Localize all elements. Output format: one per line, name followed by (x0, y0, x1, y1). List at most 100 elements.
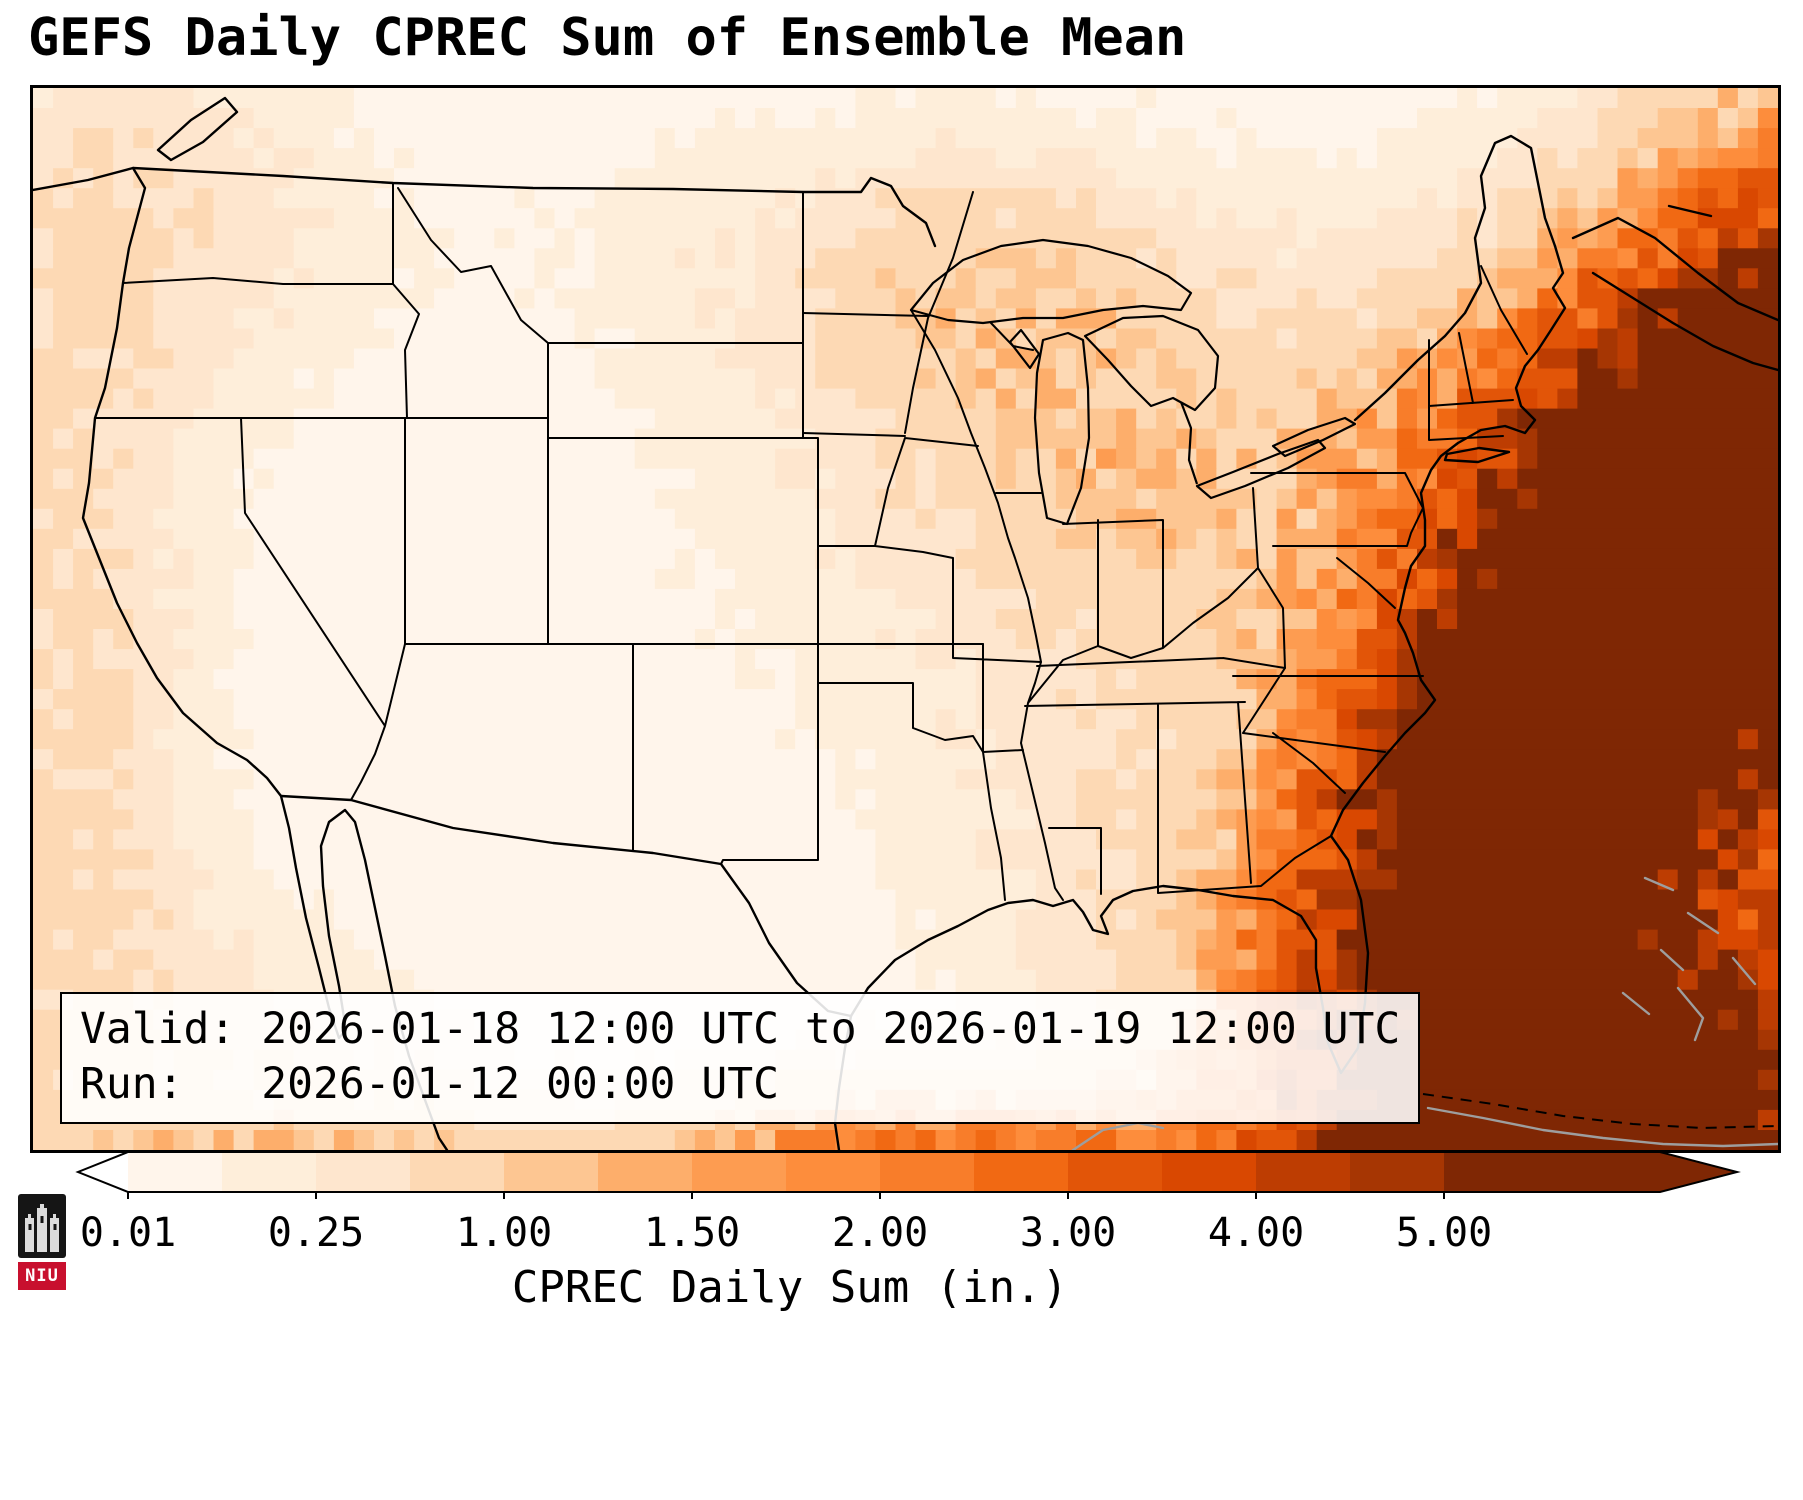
state-borders-east (1232, 265, 1528, 677)
precip-cell (1256, 689, 1298, 710)
precip-cell (1316, 368, 1338, 390)
precip-cell (113, 869, 215, 891)
precip-cell (1216, 809, 1238, 830)
precip-cell (534, 188, 596, 209)
precip-cell (1457, 588, 1778, 610)
precip-cell (253, 488, 656, 510)
precip-cell (735, 609, 756, 630)
precip-cell (1677, 188, 1699, 209)
precip-cell (1396, 448, 1438, 470)
precip-cell (1296, 588, 1318, 610)
colorbar-tick-label: 1.00 (456, 1210, 552, 1256)
precip-cell (374, 188, 395, 209)
precip-cell (775, 729, 796, 750)
precip-cell (1196, 188, 1418, 209)
precip-cell (1015, 789, 1077, 810)
precip-cell (1537, 328, 1578, 350)
precip-cell (1477, 288, 1518, 309)
precip-cell (1356, 709, 1398, 730)
precip-cell (1296, 228, 1318, 249)
precip-cell (1156, 749, 1217, 770)
valid-run-info-box: Valid: 2026-01-18 12:00 UTC to 2026-01-1… (60, 992, 1421, 1124)
precip-cell (995, 408, 1057, 430)
precip-cell (153, 328, 255, 350)
precip-cell (1376, 308, 1418, 329)
precip-cell (313, 1130, 335, 1150)
precip-cell (955, 969, 1037, 991)
precip-cell (33, 929, 54, 951)
precip-cell (855, 388, 957, 410)
precip-cell (1116, 528, 1157, 550)
precip-cell (1396, 428, 1418, 450)
precip-cell (1236, 128, 1258, 149)
precip-cell (1597, 108, 1659, 129)
precip-cell (1657, 268, 1679, 289)
precip-cell (1537, 388, 1558, 410)
precip-cell (1717, 949, 1739, 971)
precip-cell (1096, 829, 1177, 850)
precip-cell (313, 148, 375, 169)
precip-cell (173, 749, 215, 770)
precip-cell (1717, 188, 1739, 209)
precip-cell (1256, 1130, 1298, 1150)
precip-cell (293, 308, 375, 329)
precip-cell (1477, 328, 1498, 350)
precip-cell (313, 368, 335, 390)
precip-cell (1156, 488, 1258, 510)
precip-cell (353, 929, 897, 951)
precip-cell (1577, 328, 1599, 350)
precip-cell (1015, 909, 1097, 931)
precip-cell (1176, 348, 1358, 370)
precip-cell (1076, 789, 1217, 810)
precip-cell (1697, 148, 1719, 169)
precip-cell (1116, 969, 1197, 991)
precip-cell (293, 248, 435, 269)
precip-cell (1256, 789, 1278, 810)
precip-cell (1757, 769, 1778, 790)
precip-cell (775, 468, 816, 490)
precip-cell (915, 488, 937, 510)
precip-cell (1757, 1009, 1778, 1031)
precip-cell (935, 288, 977, 309)
precip-cell (33, 368, 134, 390)
precip-cell (855, 168, 1117, 189)
colorbar-segment (410, 1152, 505, 1192)
precip-cell (173, 1130, 195, 1150)
precip-cell (1737, 769, 1759, 790)
precip-cell (394, 1130, 415, 1150)
precip-cell (1557, 208, 1579, 229)
precip-cell (1437, 368, 1458, 390)
precip-cell (1557, 188, 1579, 209)
precip-cell (1457, 568, 1478, 590)
precip-cell (1376, 729, 1398, 750)
precip-cell (1417, 328, 1438, 350)
precip-cell (755, 268, 796, 289)
precip-cell (735, 649, 756, 670)
precip-cell (1457, 528, 1478, 550)
precip-cell (53, 769, 114, 790)
precip-cell (735, 228, 756, 249)
precip-cell (1617, 228, 1659, 249)
precip-cell (1076, 769, 1117, 790)
precip-cell (113, 128, 134, 149)
precip-cell (1236, 609, 1278, 630)
precip-cell (1296, 669, 1318, 690)
precip-cell (1216, 288, 1298, 309)
precip-cell (1637, 929, 1659, 951)
precip-cell (53, 428, 74, 450)
precip-cell (1256, 268, 1378, 289)
precip-cell (1517, 448, 1538, 470)
precip-cell (233, 128, 255, 149)
precip-cell (33, 949, 94, 971)
precip-cell (153, 288, 275, 309)
precip-cell (1396, 829, 1699, 850)
precip-cell (1076, 348, 1097, 370)
precip-cell (1356, 548, 1378, 570)
precip-cell (1156, 528, 1177, 550)
precip-cell (1697, 188, 1719, 209)
precip-cell (554, 228, 576, 249)
precip-cell (93, 488, 174, 510)
precip-cell (173, 548, 195, 570)
precip-cell (33, 388, 114, 410)
precip-cell (1216, 108, 1238, 129)
